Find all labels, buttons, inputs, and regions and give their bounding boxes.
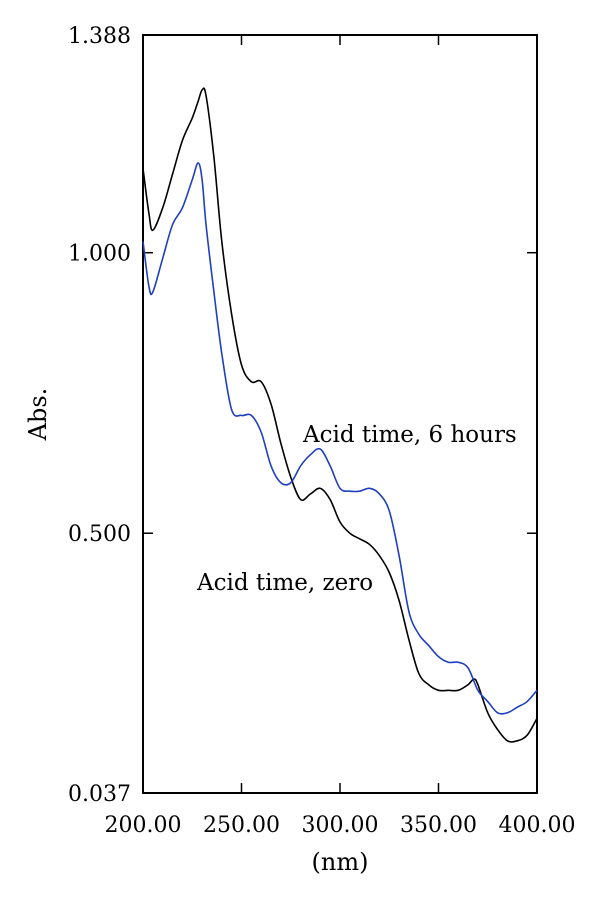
plot-frame bbox=[142, 34, 538, 794]
x-axis-label: (nm) bbox=[312, 848, 369, 876]
y-tick-label-2: 0.500 bbox=[68, 522, 131, 547]
x-tick-label-3: 350.00 bbox=[400, 813, 477, 838]
x-tick-label-1: 250.00 bbox=[203, 813, 280, 838]
annotation-6-hours: Acid time, 6 hours bbox=[302, 422, 517, 448]
y-tick-label-0: 1.388 bbox=[68, 24, 131, 49]
y-axis-label: Abs. bbox=[24, 388, 52, 442]
series-line-1 bbox=[142, 162, 538, 715]
y-tick-label-1: 1.000 bbox=[68, 242, 131, 267]
annotation-zero: Acid time, zero bbox=[196, 570, 373, 596]
series-line-0 bbox=[142, 87, 538, 743]
x-tick-label-2: 300.00 bbox=[302, 813, 379, 838]
axis-ticks bbox=[142, 34, 538, 794]
tick-labels: 200.00 250.00 300.00 350.00 400.00 1.388 1.000… bbox=[68, 24, 575, 838]
series-layer bbox=[142, 87, 538, 743]
x-tick-label-4: 400.00 bbox=[499, 813, 576, 838]
x-tick-label-0: 200.00 bbox=[105, 813, 182, 838]
y-tick-label-3: 0.037 bbox=[68, 782, 131, 807]
